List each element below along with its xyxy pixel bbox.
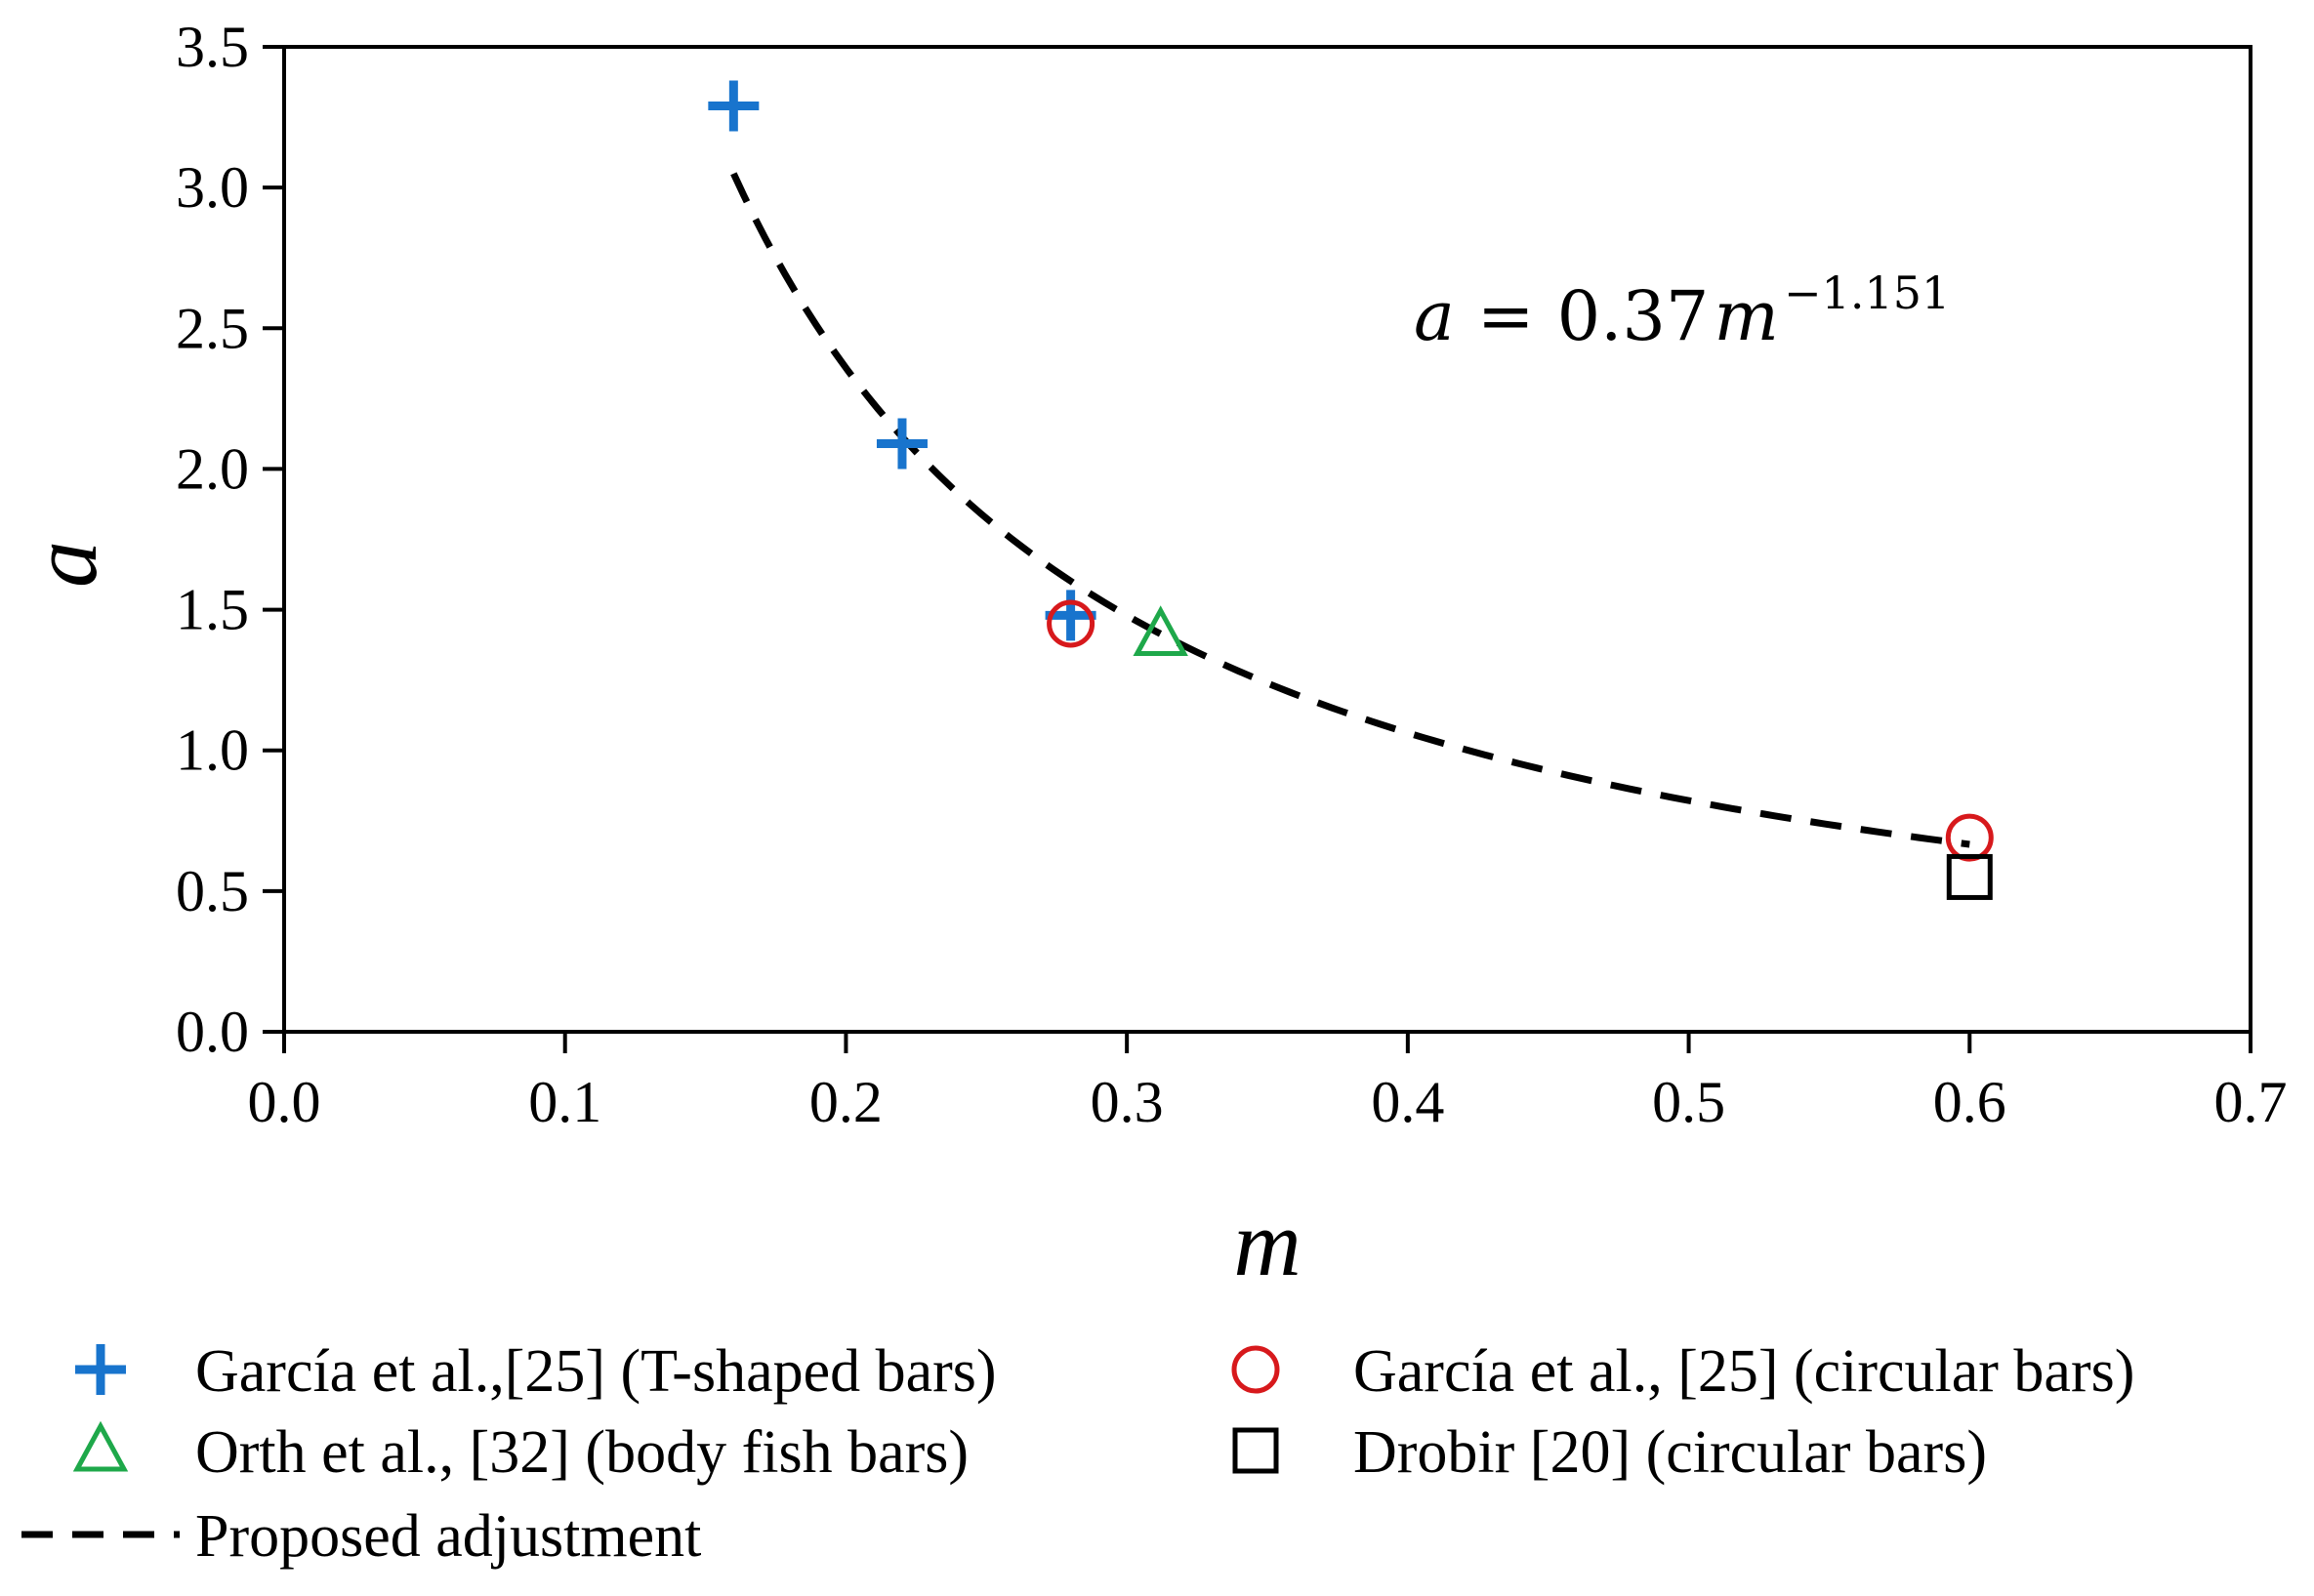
equation-lhs: a [1414, 276, 1455, 356]
y-tick-label: 2.5 [176, 296, 249, 360]
y-axis-title: a [12, 541, 116, 588]
legend: García et al.,[25] (T-shaped bars) García… [21, 1338, 2134, 1570]
x-axis-title: m [1233, 1191, 1301, 1295]
equation-coefficient: 0.37 [1557, 276, 1710, 356]
x-tick-label: 0.6 [1933, 1070, 2006, 1134]
legend-label: Orth et al., [32] (body fish bars) [195, 1419, 969, 1486]
y-tick-label: 0.5 [176, 859, 249, 923]
legend-label: García et al., [25] (circular bars) [1353, 1338, 2134, 1405]
series-circle [1047, 599, 1994, 862]
x-axis-ticks: 0.0 0.1 0.2 0.3 0.4 0.5 0.6 0.7 [248, 1032, 2288, 1134]
series-plus [708, 80, 1096, 641]
data-points [708, 80, 1994, 900]
x-tick-label: 0.0 [248, 1070, 321, 1134]
series-triangle [1133, 605, 1188, 657]
equation-variable: m [1715, 276, 1779, 356]
x-tick-label: 0.1 [528, 1070, 601, 1134]
legend-marker-square [1232, 1427, 1279, 1474]
x-tick-label: 0.3 [1091, 1070, 1164, 1134]
x-tick-label: 0.5 [1652, 1070, 1725, 1134]
data-point-plus [1045, 590, 1096, 641]
data-point-circle [1047, 599, 1095, 648]
y-tick-label: 2.0 [176, 436, 249, 501]
legend-marker-plus [75, 1344, 126, 1395]
legend-label: García et al.,[25] (T-shaped bars) [195, 1338, 997, 1405]
y-tick-label: 3.0 [176, 155, 249, 220]
equation-exponent: −1.151 [1784, 266, 1950, 319]
y-tick-label: 1.5 [176, 578, 249, 642]
data-point-plus [876, 418, 928, 470]
legend-label: Proposed adjustment [195, 1503, 701, 1570]
x-tick-label: 0.7 [2214, 1070, 2288, 1134]
y-tick-label: 1.0 [176, 718, 249, 783]
legend-label: Drobir [20] (circular bars) [1353, 1419, 1987, 1486]
data-point-triangle [1133, 605, 1188, 657]
y-tick-label: 0.0 [176, 1000, 249, 1064]
x-tick-label: 0.2 [809, 1070, 883, 1134]
x-tick-label: 0.4 [1371, 1070, 1444, 1134]
axes [282, 45, 2252, 1034]
fit-equation: a = 0.37 m −1.151 [1414, 266, 1950, 356]
series-square [1946, 853, 1993, 900]
equation-equals: = [1477, 276, 1535, 356]
data-point-plus [708, 80, 760, 132]
data-point-square [1946, 853, 1993, 900]
plot-area-frame [282, 45, 2252, 1034]
fit-curve-group [730, 172, 1970, 848]
data-point-circle [1945, 813, 1994, 862]
y-tick-label: 3.5 [176, 15, 249, 79]
legend-marker-triangle [72, 1420, 129, 1472]
legend-marker-circle [1231, 1345, 1280, 1394]
fit-curve [730, 172, 1970, 848]
y-axis-ticks: 0.0 0.5 1.0 1.5 2.0 2.5 3.0 3.5 [176, 15, 284, 1064]
